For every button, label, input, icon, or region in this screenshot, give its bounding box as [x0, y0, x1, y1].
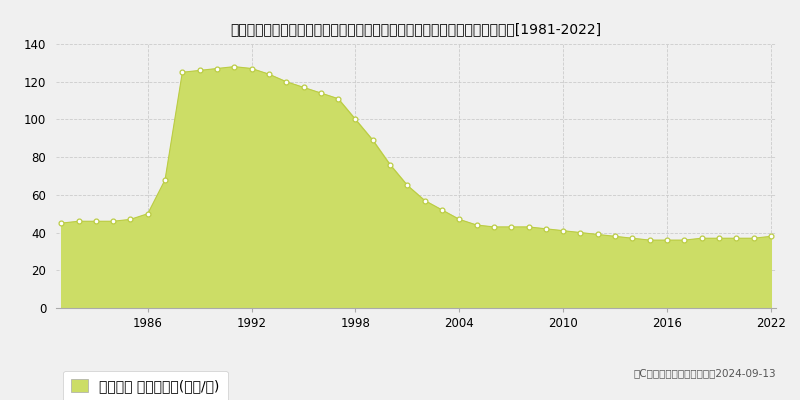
- Title: 東京都西多摩郡瑞穂町大字笥根ケ崎字狭山１８８番６　地価公示　地価推移[1981-2022]: 東京都西多摩郡瑞穂町大字笥根ケ崎字狭山１８８番６ 地価公示 地価推移[1981-…: [230, 22, 602, 36]
- Text: （C）土地価格ドットコム　2024-09-13: （C）土地価格ドットコム 2024-09-13: [634, 368, 776, 378]
- Legend: 地価公示 平均坊単価(万円/坊): 地価公示 平均坊単価(万円/坊): [63, 371, 228, 400]
